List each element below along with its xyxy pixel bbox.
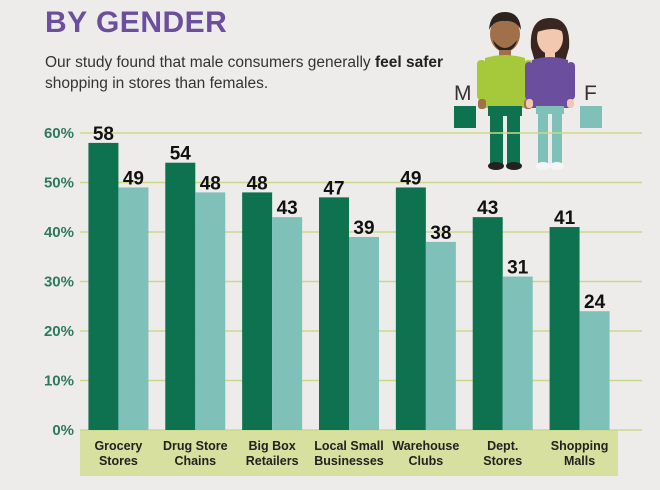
category-label: Shopping <box>551 439 609 453</box>
legend-male-label: M <box>454 82 472 105</box>
bar-male <box>472 217 503 430</box>
category-label: Big Box <box>249 439 296 453</box>
category-label: Dept. <box>487 439 518 453</box>
category-label: Stores <box>99 454 138 468</box>
y-tick-label: 50% <box>44 175 74 192</box>
y-tick-label: 0% <box>52 422 74 439</box>
bar-male <box>242 192 273 430</box>
data-label: 49 <box>400 168 421 189</box>
legend-female-swatch <box>580 106 602 128</box>
category-label: Malls <box>564 454 595 468</box>
data-label: 48 <box>247 173 268 194</box>
subtitle-text-start: Our study found that male consumers gene… <box>45 54 375 71</box>
subtitle-emphasis: feel safer <box>374 54 444 71</box>
bar-male <box>88 142 119 430</box>
category-label: Drug Store <box>163 439 228 453</box>
bar-female <box>195 192 226 430</box>
bar-male <box>165 162 196 430</box>
legend-male-swatch <box>454 106 476 128</box>
data-label: 43 <box>277 198 298 219</box>
chart-subtitle: Our study found that male consumers gene… <box>45 52 445 94</box>
y-tick-label: 30% <box>44 274 74 291</box>
bar-male <box>549 227 580 430</box>
bar-male <box>395 187 426 430</box>
data-label: 47 <box>323 178 344 199</box>
category-label: Warehouse <box>392 439 459 453</box>
bar-female <box>349 236 379 430</box>
y-tick-label: 40% <box>44 224 74 241</box>
data-label: 58 <box>93 124 114 145</box>
category-label: Stores <box>483 454 522 468</box>
data-label: 41 <box>554 208 576 229</box>
y-tick-label: 20% <box>44 323 74 340</box>
subtitle-text-end: shopping in stores than females. <box>45 75 269 92</box>
category-band <box>80 430 618 476</box>
data-label: 54 <box>170 144 192 165</box>
data-label: 39 <box>353 218 374 239</box>
category-label: Clubs <box>408 454 443 468</box>
data-label: 48 <box>200 173 221 194</box>
data-label: 49 <box>123 168 144 189</box>
bar-female <box>272 217 303 430</box>
data-label: 43 <box>477 198 498 219</box>
y-tick-label: 60% <box>44 125 74 142</box>
legend-female-label: F <box>584 82 597 105</box>
bar-female <box>502 276 533 430</box>
page-title: BY GENDER <box>45 6 228 39</box>
bar-female <box>425 241 456 430</box>
bar-male <box>319 197 349 430</box>
category-label: Businesses <box>314 454 384 468</box>
category-label: Chains <box>174 454 216 468</box>
category-label: Grocery <box>94 439 142 453</box>
data-label: 38 <box>430 223 451 244</box>
bar-female <box>118 187 149 430</box>
category-label: Local Small <box>314 439 383 453</box>
data-label: 24 <box>584 292 606 313</box>
data-label: 31 <box>507 258 529 279</box>
category-label: Retailers <box>246 454 299 468</box>
y-tick-label: 10% <box>44 373 74 390</box>
bar-female <box>579 311 610 430</box>
